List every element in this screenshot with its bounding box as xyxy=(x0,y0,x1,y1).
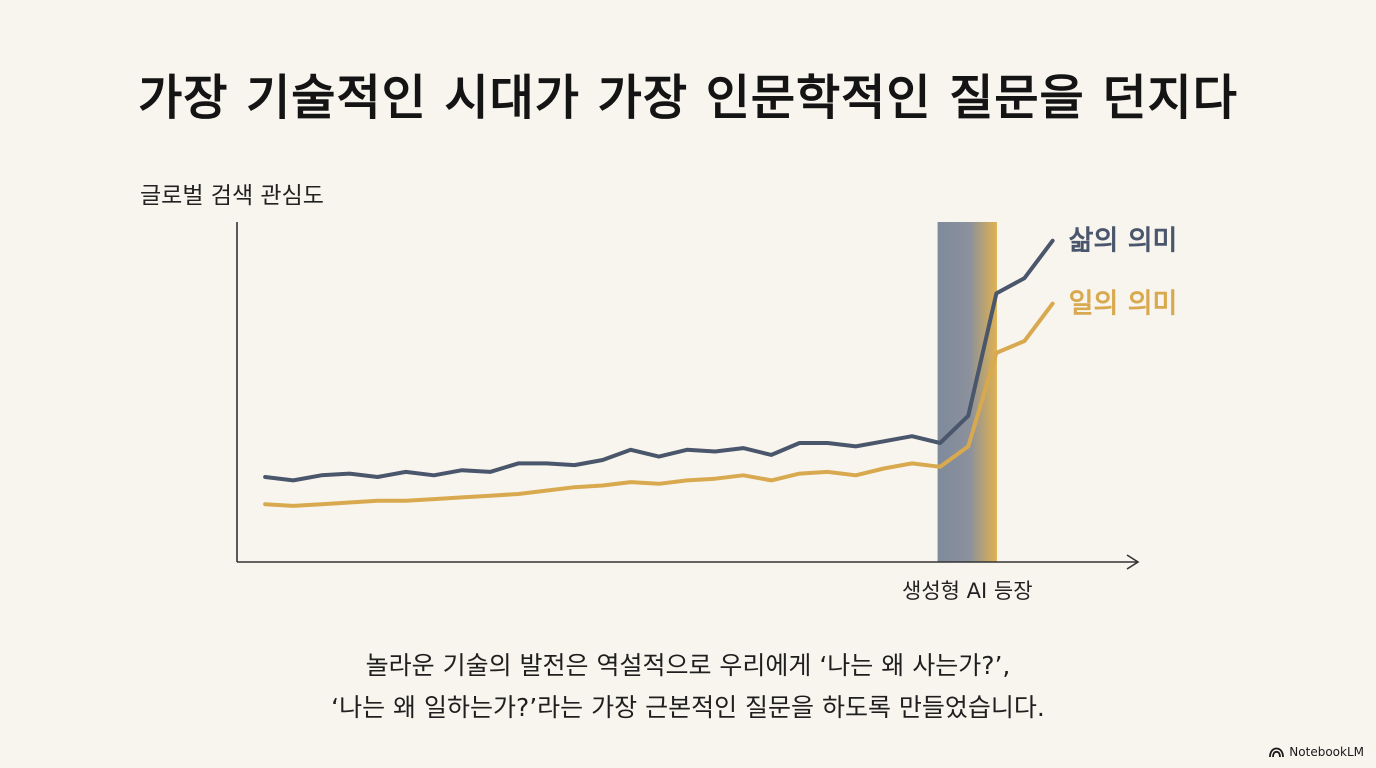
caption-line-2: ‘나는 왜 일하는가?’라는 가장 근본적인 질문을 하도록 만들었습니다. xyxy=(0,687,1376,729)
caption-line-1: 놀라운 기술의 발전은 역설적으로 우리에게 ‘나는 왜 사는가?’, xyxy=(0,645,1376,687)
brand-label: NotebookLM xyxy=(1289,745,1364,759)
brand-watermark: NotebookLM xyxy=(1269,745,1364,759)
series-label-2: 일의 의미 xyxy=(1069,289,1178,320)
event-label: 생성형 AI 등장 xyxy=(902,579,1033,603)
series-line-1 xyxy=(265,241,1053,481)
ai-event-band xyxy=(938,222,997,562)
y-axis-label: 글로벌 검색 관심도 xyxy=(140,183,324,209)
series-label-1: 삶의 의미 xyxy=(1069,226,1178,257)
caption: 놀라운 기술의 발전은 역설적으로 우리에게 ‘나는 왜 사는가?’, ‘나는 … xyxy=(0,645,1376,729)
notebooklm-icon xyxy=(1269,747,1284,758)
